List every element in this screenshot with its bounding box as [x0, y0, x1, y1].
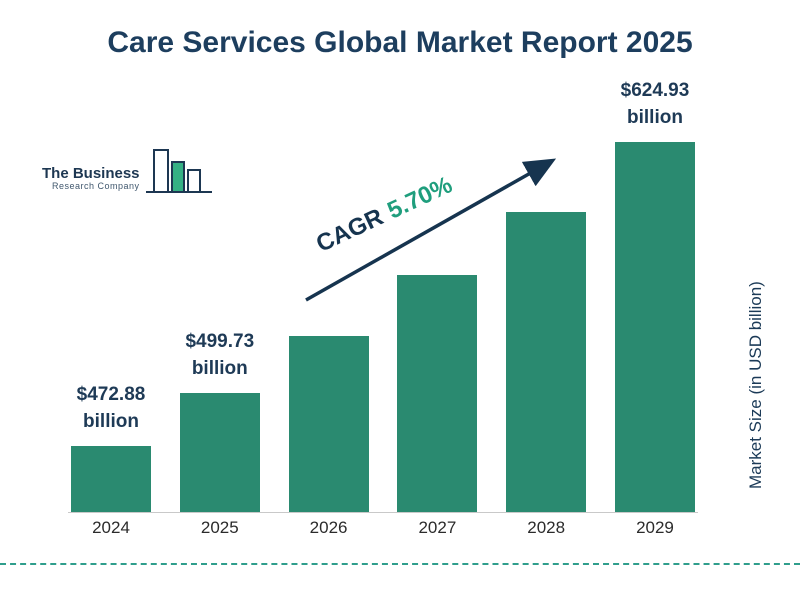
bar-2027: [397, 275, 478, 512]
bar-2024: [71, 446, 151, 512]
x-axis-labels: 2024 2025 2026 2027 2028 2029: [68, 518, 698, 538]
x-tick-2028: 2028: [527, 518, 566, 537]
bar-chart-logo-icon: [145, 149, 212, 193]
x-tick-2026: 2026: [309, 518, 348, 537]
growth-trend-arrow: [305, 158, 557, 302]
bar-2028: [506, 212, 587, 512]
y-axis-label: Market Size (in USD billion): [746, 281, 765, 489]
bar-value-line1: $499.73: [185, 330, 255, 352]
bottom-dashed-divider: [0, 563, 800, 565]
bar-column-2027: [394, 72, 480, 512]
bar-value-line2: billion: [191, 358, 248, 380]
bar-value-label: $624.93 billion: [621, 77, 690, 132]
logo-text: The Business Research Company: [42, 164, 140, 198]
bar-column-2026: [286, 72, 372, 512]
bar-value-line1: $472.88: [76, 383, 146, 405]
x-tick-2027: 2027: [418, 518, 457, 537]
bar-column-2028: [503, 72, 589, 512]
x-tick-2029: 2029: [636, 518, 674, 537]
bar-2025: [179, 393, 260, 512]
bar-column-2024: $472.88 billion: [68, 72, 154, 512]
logo-line1: The Business: [42, 164, 140, 182]
bar-value-label: $499.73 billion: [185, 328, 254, 383]
bar-value-line1: $624.93: [620, 79, 690, 101]
bar-column-2029: $624.93 billion: [612, 72, 698, 512]
page-title: Care Services Global Market Report 2025: [107, 26, 693, 59]
bar-value-line2: billion: [627, 107, 683, 129]
bar-2029: [614, 142, 695, 512]
bar-chart: $472.88 billion $499.73 billion $624.93 …: [68, 72, 698, 513]
company-logo: The Business Research Company: [42, 146, 214, 198]
logo-line2: Research Company: [51, 181, 140, 192]
bar-value-label: $472.88 billion: [77, 381, 146, 436]
x-tick-2025: 2025: [200, 518, 239, 537]
bar-value-line2: billion: [83, 411, 139, 433]
bar-column-2025: $499.73 billion: [177, 72, 263, 512]
x-tick-2024: 2024: [92, 518, 130, 537]
bar-2026: [288, 336, 369, 512]
